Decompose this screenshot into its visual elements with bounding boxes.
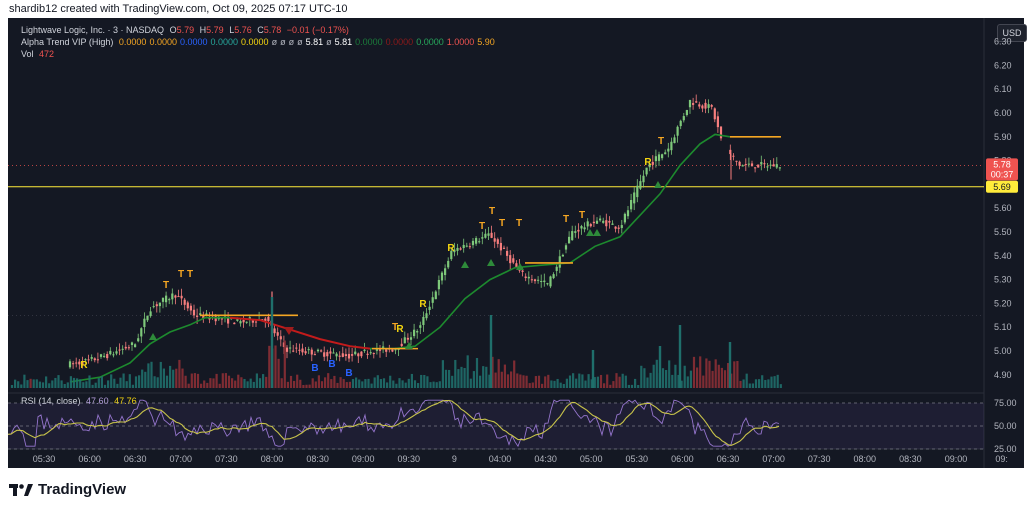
top-credit-line: shardib12 created with TradingView.com, … <box>9 3 348 15</box>
indicator-value: 0.0000 <box>149 37 177 47</box>
indicator-value: ø <box>280 37 286 47</box>
indicator-value: ø <box>288 37 295 47</box>
close-value: 5.78 <box>263 25 282 35</box>
volume-label: Vol <box>21 49 34 59</box>
indicator-legend: Alpha Trend VIP (High) 0.0000 0.0000 0.000… <box>21 37 501 47</box>
tradingview-logo-icon <box>9 483 33 496</box>
rsi-legend: RSI (14, close) 47.60 47.76 <box>21 396 140 406</box>
indicator-value: 0.0000 <box>241 37 269 47</box>
chart-pane[interactable]: Lightwave Logic, Inc. · 3 · NASDAQ O5.79… <box>8 18 1027 468</box>
rsi-label: RSI (14, close) <box>21 396 81 406</box>
open-label: O <box>169 25 177 35</box>
indicator-value: 5.81 <box>305 37 324 47</box>
indicator-value: ø <box>271 37 278 47</box>
rsi-ma-value: 47.76 <box>114 396 137 406</box>
tradingview-logo: TradingView <box>9 481 126 498</box>
indicator-value: 0.0000 <box>416 37 444 47</box>
indicator-value: 0.0000 <box>385 37 414 47</box>
open-value: 5.79 <box>176 25 195 35</box>
volume-legend: Vol 472 <box>21 49 57 59</box>
close-label: C <box>257 25 264 35</box>
indicator-value: 0.0000 <box>179 37 208 47</box>
change-value: −0.01 (−0.17%) <box>286 25 349 35</box>
volume-value: 472 <box>39 49 55 59</box>
indicator-value: 0.0000 <box>118 37 147 47</box>
indicator-value: ø <box>326 37 332 47</box>
indicator-value: 5.90 <box>477 37 495 47</box>
rsi-value: 47.60 <box>86 396 109 406</box>
indicator-value: 5.81 <box>334 37 353 47</box>
indicator-value: 0.0000 <box>355 37 383 47</box>
symbol-name: Lightwave Logic, Inc. · 3 · NASDAQ <box>21 25 165 35</box>
low-label: L <box>229 25 235 35</box>
high-value: 5.79 <box>206 25 224 35</box>
indicator-value: 1.0000 <box>446 37 475 47</box>
symbol-legend: Lightwave Logic, Inc. · 3 · NASDAQ O5.79… <box>21 25 352 35</box>
indicator-value: 0.0000 <box>210 37 239 47</box>
indicator-values: 0.0000 0.0000 0.0000 0.0000 0.0000 ø ø ø ø 5.81 ø 5… <box>119 37 498 47</box>
indicator-name: Alpha Trend VIP (High) <box>21 37 114 47</box>
currency-button[interactable]: USD <box>997 24 1027 42</box>
low-value: 5.76 <box>234 25 252 35</box>
indicator-value: ø <box>297 37 303 47</box>
high-label: H <box>199 25 207 35</box>
